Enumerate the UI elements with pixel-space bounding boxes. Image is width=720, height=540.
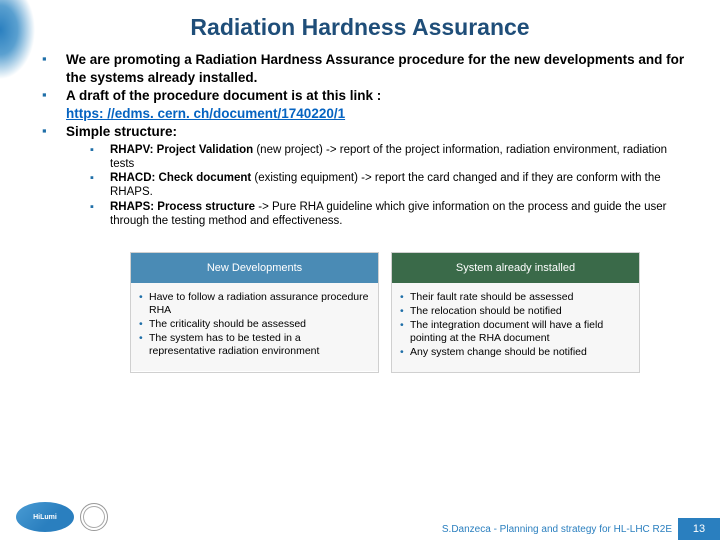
box-right-header: System already installed xyxy=(392,253,639,283)
bullet-3: Simple structure: xyxy=(42,123,690,141)
hilumi-logo-icon: HiLumi xyxy=(16,502,74,532)
box-left-header: New Developments xyxy=(131,253,378,283)
main-bullet-list: We are promoting a Radiation Hardness As… xyxy=(0,51,720,141)
box-new-developments: New Developments Have to follow a radiat… xyxy=(130,252,379,374)
sub-1-bold: RHAPV: Project Validation xyxy=(110,144,253,156)
sub-3-bold: RHAPS: Process structure xyxy=(110,201,255,213)
box-right-item: The relocation should be notified xyxy=(400,305,631,318)
cern-logo-icon xyxy=(80,503,108,531)
box-right-item: The integration document will have a fie… xyxy=(400,319,631,345)
sub-2: RHACD: Check document (existing equipmen… xyxy=(90,172,690,200)
box-right-body: Their fault rate should be assessed The … xyxy=(392,283,639,373)
box-left-item: Have to follow a radiation assurance pro… xyxy=(139,291,370,317)
page-title: Radiation Hardness Assurance xyxy=(0,0,720,51)
box-left-body: Have to follow a radiation assurance pro… xyxy=(131,283,378,372)
box-left-item: The criticality should be assessed xyxy=(139,318,370,331)
box-left-item: The system has to be tested in a represe… xyxy=(139,332,370,358)
sub-bullet-list: RHAPV: Project Validation (new project) … xyxy=(0,142,720,229)
footer-bar: S.Danzeca - Planning and strategy for HL… xyxy=(442,518,720,540)
page-number: 13 xyxy=(678,518,720,540)
edms-link[interactable]: https: //edms. cern. ch/document/1740220… xyxy=(66,106,345,121)
bullet-1: We are promoting a Radiation Hardness As… xyxy=(42,51,690,86)
sub-1: RHAPV: Project Validation (new project) … xyxy=(90,144,690,172)
comparison-boxes: New Developments Have to follow a radiat… xyxy=(0,230,720,374)
box-right-item: Any system change should be notified xyxy=(400,346,631,359)
box-right-item: Their fault rate should be assessed xyxy=(400,291,631,304)
sub-3: RHAPS: Process structure -> Pure RHA gui… xyxy=(90,201,690,229)
bullet-2-text: A draft of the procedure document is at … xyxy=(66,88,381,103)
footer: HiLumi S.Danzeca - Planning and strategy… xyxy=(0,490,720,540)
logo-group: HiLumi xyxy=(16,502,108,532)
bullet-2: A draft of the procedure document is at … xyxy=(42,87,690,122)
footer-author-text: S.Danzeca - Planning and strategy for HL… xyxy=(442,524,678,535)
sub-2-bold: RHACD: Check document xyxy=(110,172,254,184)
box-system-installed: System already installed Their fault rat… xyxy=(391,252,640,374)
